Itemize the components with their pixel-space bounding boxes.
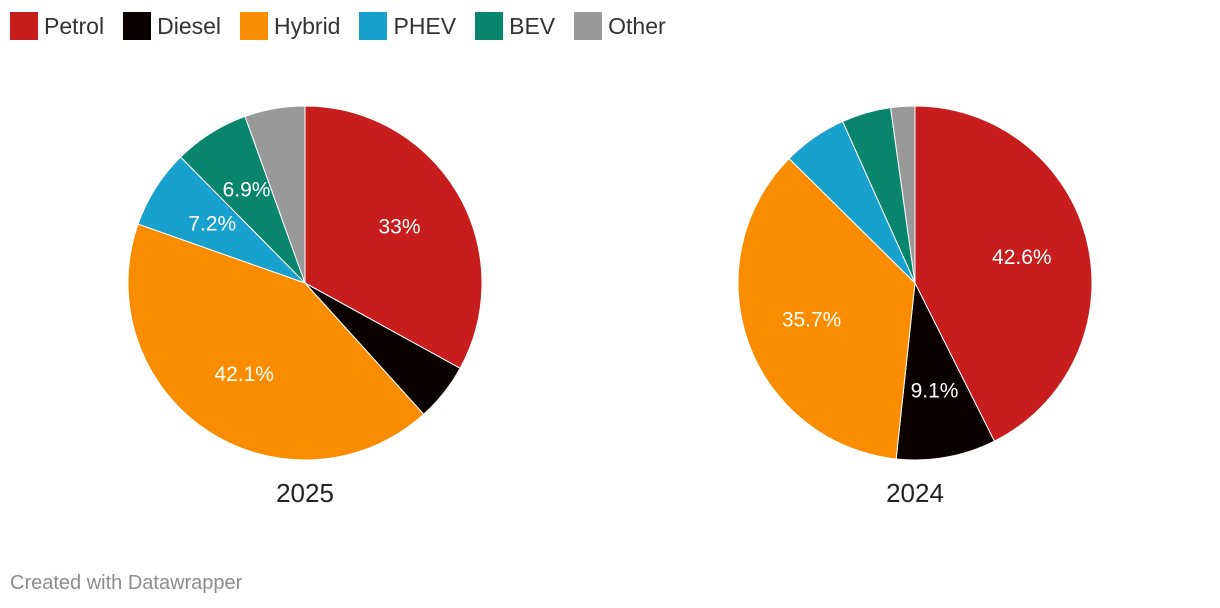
legend-item-hybrid: Hybrid xyxy=(240,12,340,40)
datawrapper-credit: Created with Datawrapper xyxy=(10,572,243,594)
legend-label-petrol: Petrol xyxy=(44,13,105,39)
legend-item-phev: PHEV xyxy=(359,12,456,40)
slice-label-2024-hybrid: 35.7% xyxy=(782,308,842,331)
legend: Petrol Diesel Hybrid PHEV BEV Other xyxy=(10,12,685,40)
legend-swatch-petrol xyxy=(10,12,38,40)
slice-2025-other xyxy=(244,105,306,284)
legend-label-diesel: Diesel xyxy=(157,13,222,39)
legend-label-bev: BEV xyxy=(509,13,556,39)
slice-label-2025-petrol: 33% xyxy=(378,216,420,239)
slice-label-2025-hybrid: 42.1% xyxy=(214,363,274,386)
legend-item-petrol: Petrol xyxy=(10,12,104,40)
pie-chart-2025: 33% 42.1% 7.2% 6.9% 2025 xyxy=(127,105,483,508)
pie-chart-2024: 42.6% 9.1% 35.7% 2024 xyxy=(737,105,1093,508)
legend-item-other: Other xyxy=(574,12,666,40)
slice-label-2025-phev: 7.2% xyxy=(188,213,236,236)
legend-label-hybrid: Hybrid xyxy=(274,13,341,39)
legend-swatch-hybrid xyxy=(240,12,269,40)
legend-swatch-other xyxy=(574,12,603,40)
slice-label-2024-diesel: 9.1% xyxy=(911,380,959,403)
legend-item-diesel: Diesel xyxy=(123,12,221,40)
pie-title-2025: 2025 xyxy=(276,478,334,508)
slice-label-2024-petrol: 42.6% xyxy=(992,246,1052,269)
slice-label-2025-bev: 6.9% xyxy=(223,179,271,202)
legend-label-phev: PHEV xyxy=(393,13,457,39)
pie-charts: 33% 42.1% 7.2% 6.9% 2025 42.6% 9.1% 35.7% 2024 xyxy=(127,105,1093,508)
legend-swatch-phev xyxy=(359,12,388,40)
slice-2025-hybrid xyxy=(127,223,425,461)
slice-2024-diesel xyxy=(895,281,996,461)
pie-title-2024: 2024 xyxy=(886,478,944,508)
legend-swatch-bev xyxy=(475,12,504,40)
slice-2024-hybrid xyxy=(737,157,916,460)
slice-2024-other xyxy=(890,105,916,284)
legend-item-bev: BEV xyxy=(475,12,555,40)
legend-swatch-diesel xyxy=(123,12,152,40)
slice-2025-petrol xyxy=(304,105,483,369)
slice-2024-petrol xyxy=(914,105,1093,442)
legend-label-other: Other xyxy=(608,13,666,39)
